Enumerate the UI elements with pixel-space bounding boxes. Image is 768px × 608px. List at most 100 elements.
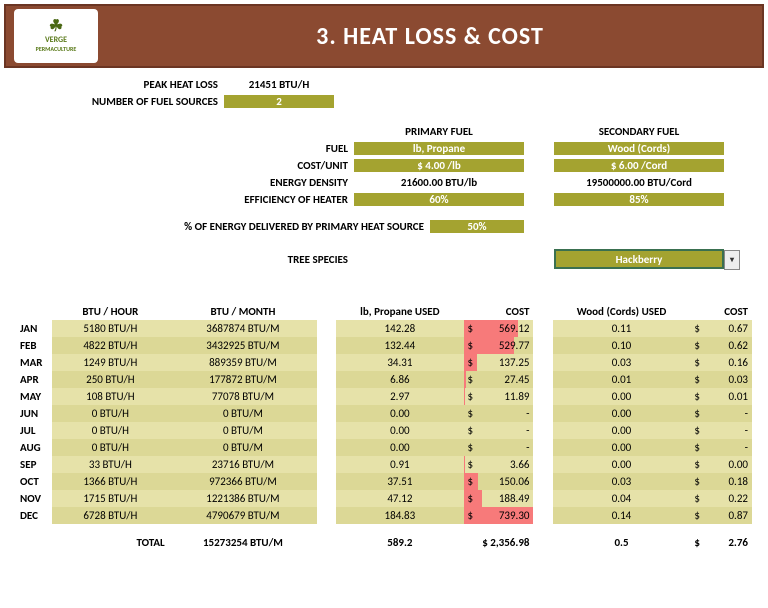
btu-hour-cell: 0 BTU/H [52,405,169,422]
secondary-cost-cell: $0.87 [690,507,752,524]
tree-species-value: Hackberry [616,253,663,266]
table-row: MAR1249 BTU/H889359 BTU/M34.31$137.250.0… [16,354,752,371]
btu-month-cell: 23716 BTU/M [169,456,317,473]
primary-used-cell: 132.44 [336,337,463,354]
btu-month-cell: 1221386 BTU/M [169,490,317,507]
primary-fuel-input[interactable]: lb, Propane [354,142,524,155]
cost-unit-label: COST/UNIT [16,159,354,172]
primary-cost-input[interactable]: $ 4.00 /lb [354,159,524,172]
primary-cost-cell: $11.89 [464,388,534,405]
monthly-table-section: BTU / HOUR BTU / MONTH lb, Propane USED … [4,277,764,559]
secondary-used-cell: 0.11 [553,320,691,337]
monthly-table: BTU / HOUR BTU / MONTH lb, Propane USED … [16,303,752,551]
btu-hour-cell: 6728 BTU/H [52,507,169,524]
chevron-down-icon[interactable]: ▾ [724,250,740,270]
primary-used-cell: 0.00 [336,422,463,439]
primary-ed-value: 21600.00 BTU/lb [354,176,524,189]
secondary-used-cell: 0.00 [553,405,691,422]
month-label: MAY [16,388,52,405]
month-label: JUL [16,422,52,439]
secondary-eff-input[interactable]: 85% [554,193,724,206]
energy-density-label: ENERGY DENSITY [16,176,354,189]
primary-used-cell: 0.00 [336,439,463,456]
btu-month-cell: 177872 BTU/M [169,371,317,388]
primary-cost-cell: $3.66 [464,456,534,473]
total-secondary-used: 0.5 [553,534,691,551]
btu-month-cell: 0 BTU/M [169,405,317,422]
secondary-cost-cell: $- [690,439,752,456]
summary-section: PEAK HEAT LOSS 21451 BTU/H NUMBER OF FUE… [4,68,764,118]
brand-name: VERGE [45,35,67,45]
secondary-used-cell: 0.03 [553,473,691,490]
btu-month-cell: 3687874 BTU/M [169,320,317,337]
table-row: FEB4822 BTU/H3432925 BTU/M132.44$529.770… [16,337,752,354]
primary-used-cell: 184.83 [336,507,463,524]
secondary-cost-cell: $- [690,405,752,422]
secondary-cost-cell: $0.03 [690,371,752,388]
peak-heat-loss-value: 21451 BTU/H [224,78,334,91]
col-primary-cost: COST [464,303,534,320]
btu-hour-cell: 0 BTU/H [52,439,169,456]
col-secondary-cost: COST [690,303,752,320]
primary-used-cell: 2.97 [336,388,463,405]
page-title: 3. HEAT LOSS & COST [98,22,762,51]
secondary-fuel-header: SECONDARY FUEL [554,125,724,138]
btu-month-cell: 3432925 BTU/M [169,337,317,354]
btu-hour-cell: 108 BTU/H [52,388,169,405]
table-row: OCT1366 BTU/H972366 BTU/M37.51$150.060.0… [16,473,752,490]
secondary-ed-value: 19500000.00 BTU/Cord [554,176,724,189]
tree-species-select[interactable]: Hackberry ▾ [554,249,724,269]
month-label: SEP [16,456,52,473]
table-row: MAY108 BTU/H77078 BTU/M2.97$11.890.00$0.… [16,388,752,405]
btu-month-cell: 0 BTU/M [169,422,317,439]
brand-logo: ☘ VERGE PERMACULTURE [14,9,98,63]
month-label: DEC [16,507,52,524]
total-row: TOTAL15273254 BTU/M589.2$ 2,356.980.5$2.… [16,534,752,551]
table-row: APR250 BTU/H177872 BTU/M6.86$27.450.01$0… [16,371,752,388]
table-row: NOV1715 BTU/H1221386 BTU/M47.12$188.490.… [16,490,752,507]
secondary-cost-cell: $0.67 [690,320,752,337]
primary-used-cell: 0.91 [336,456,463,473]
primary-cost-cell: $- [464,439,534,456]
col-primary-used: lb, Propane USED [336,303,463,320]
primary-used-cell: 47.12 [336,490,463,507]
secondary-cost-cell: $0.62 [690,337,752,354]
primary-used-cell: 142.28 [336,320,463,337]
primary-used-cell: 34.31 [336,354,463,371]
primary-cost-cell: $27.45 [464,371,534,388]
table-row: JUN0 BTU/H0 BTU/M0.00$-0.00$- [16,405,752,422]
table-header-row: BTU / HOUR BTU / MONTH lb, Propane USED … [16,303,752,320]
secondary-fuel-input[interactable]: Wood (Cords) [554,142,724,155]
table-row: SEP33 BTU/H23716 BTU/M 0.91$3.66 0.00$0.00 [16,456,752,473]
brand-sub: PERMACULTURE [36,45,77,53]
month-label: MAR [16,354,52,371]
primary-used-cell: 0.00 [336,405,463,422]
primary-cost-cell: $739.30 [464,507,534,524]
btu-hour-cell: 1249 BTU/H [52,354,169,371]
secondary-cost-input[interactable]: $ 6.00 /Cord [554,159,724,172]
fuel-config-section: PRIMARY FUEL SECONDARY FUEL FUEL lb, Pro… [4,118,764,277]
primary-cost-cell: $150.06 [464,473,534,490]
primary-cost-cell: $188.49 [464,490,534,507]
total-label: TOTAL [52,534,169,551]
table-row: DEC6728 BTU/H4790679 BTU/M184.83$739.300… [16,507,752,524]
secondary-used-cell: 0.03 [553,354,691,371]
secondary-cost-cell: $- [690,422,752,439]
secondary-used-cell: 0.04 [553,490,691,507]
secondary-cost-cell: $0.22 [690,490,752,507]
col-secondary-used: Wood (Cords) USED [553,303,691,320]
primary-eff-input[interactable]: 60% [354,193,524,206]
month-label: OCT [16,473,52,490]
pct-primary-input[interactable]: 50% [430,220,524,233]
btu-hour-cell: 33 BTU/H [52,456,169,473]
btu-hour-cell: 1366 BTU/H [52,473,169,490]
tree-species-label: TREE SPECIES [16,253,354,266]
secondary-cost-cell: $0.00 [690,456,752,473]
table-row: JUL0 BTU/H0 BTU/M0.00$-0.00$- [16,422,752,439]
fuel-sources-input[interactable]: 2 [224,95,334,108]
btu-hour-cell: 5180 BTU/H [52,320,169,337]
btu-month-cell: 4790679 BTU/M [169,507,317,524]
btu-month-cell: 77078 BTU/M [169,388,317,405]
secondary-used-cell: 0.00 [553,456,691,473]
total-btu-month: 15273254 BTU/M [169,534,317,551]
